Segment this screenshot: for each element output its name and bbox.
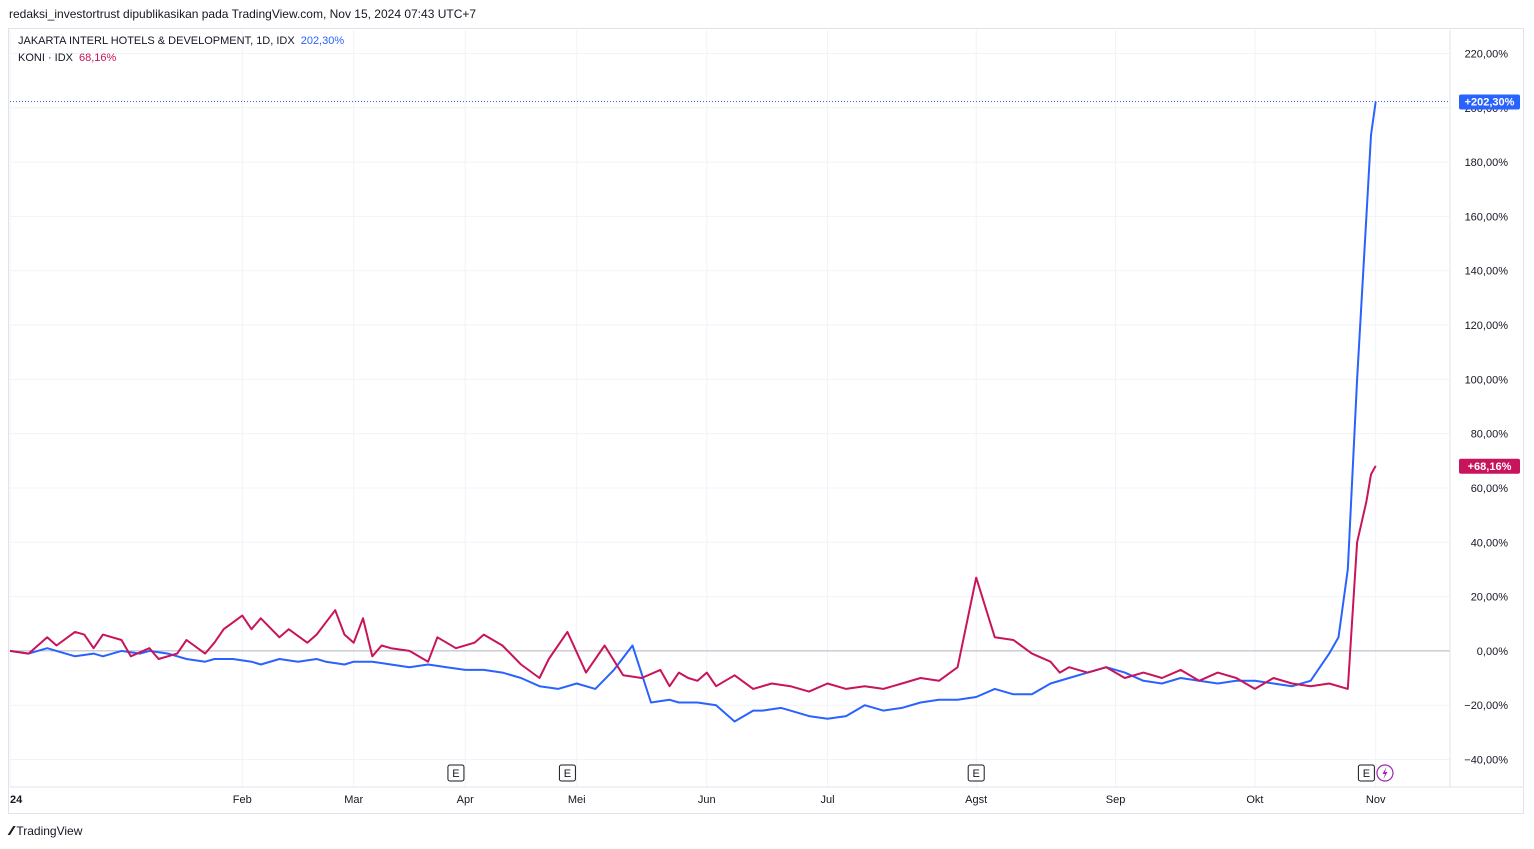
x-tick-label: Agst — [965, 794, 987, 806]
x-tick-label: Feb — [233, 794, 252, 806]
earnings-event-label: E — [452, 768, 459, 780]
y-tick-label: 140,00% — [1465, 266, 1509, 278]
y-tick-label: 120,00% — [1465, 320, 1509, 332]
y-tick-label: 180,00% — [1465, 157, 1509, 169]
earnings-event-marker[interactable] — [558, 764, 576, 782]
price-label-box — [1459, 458, 1520, 474]
tradingview-logo-icon: ⁄⁄ — [10, 823, 14, 838]
footer-brand[interactable]: ⁄⁄ TradingView — [10, 823, 82, 838]
y-tick-label: 40,00% — [1471, 537, 1509, 549]
x-tick-label: Apr — [457, 794, 474, 806]
series-line-2[interactable] — [9, 465, 1377, 693]
chart-frame[interactable] — [8, 28, 1524, 814]
y-tick-label: 60,00% — [1471, 483, 1509, 495]
x-tick-label: Okt — [1246, 794, 1263, 806]
y-tick-label: 160,00% — [1465, 211, 1509, 223]
price-label-box — [1459, 94, 1520, 110]
y-tick-label: 0,00% — [1477, 646, 1508, 658]
legend-series-1[interactable]: JAKARTA INTERL HOTELS & DEVELOPMENT, 1D,… — [18, 35, 344, 47]
x-tick-label: Nov — [1366, 794, 1386, 806]
x-tick-label: 24 — [10, 794, 23, 806]
publication-caption: redaksi_investortrust dipublikasikan pad… — [9, 7, 477, 21]
earnings-event-label: E — [1363, 768, 1370, 780]
earnings-event-marker[interactable] — [1357, 764, 1375, 782]
x-tick-label: Jun — [698, 794, 716, 806]
earnings-event-marker[interactable] — [967, 764, 985, 782]
legend-series-2[interactable]: KONI · IDX 68,16% — [18, 52, 116, 64]
x-tick-label: Mei — [568, 794, 586, 806]
x-tick-label: Jul — [821, 794, 835, 806]
x-tick-label: Mar — [344, 794, 363, 806]
price-label-text: +202,30% — [1465, 97, 1515, 109]
y-tick-label: 100,00% — [1465, 374, 1509, 386]
legend-series-2-name: KONI · IDX — [18, 52, 74, 64]
earnings-event-marker[interactable] — [447, 764, 465, 782]
y-tick-label: 20,00% — [1471, 592, 1509, 604]
legend-series-2-value: 68,16% — [79, 52, 117, 64]
earnings-event-label: E — [973, 768, 980, 780]
legend-series-1-name: JAKARTA INTERL HOTELS & DEVELOPMENT, 1D,… — [18, 35, 295, 47]
legend-series-1-value: 202,30% — [300, 35, 345, 47]
earnings-event-label: E — [564, 768, 571, 780]
x-tick-label: Sep — [1106, 794, 1126, 806]
lightning-bolt-shape — [1382, 767, 1388, 779]
y-tick-label: −40,00% — [1464, 755, 1508, 767]
y-tick-label: 80,00% — [1471, 429, 1509, 441]
y-tick-label: −20,00% — [1464, 700, 1508, 712]
series-line-1[interactable] — [9, 101, 1377, 723]
price-label-text: +68,16% — [1468, 461, 1512, 473]
footer-brand-label: TradingView — [16, 823, 83, 838]
y-tick-label: 220,00% — [1465, 49, 1509, 61]
